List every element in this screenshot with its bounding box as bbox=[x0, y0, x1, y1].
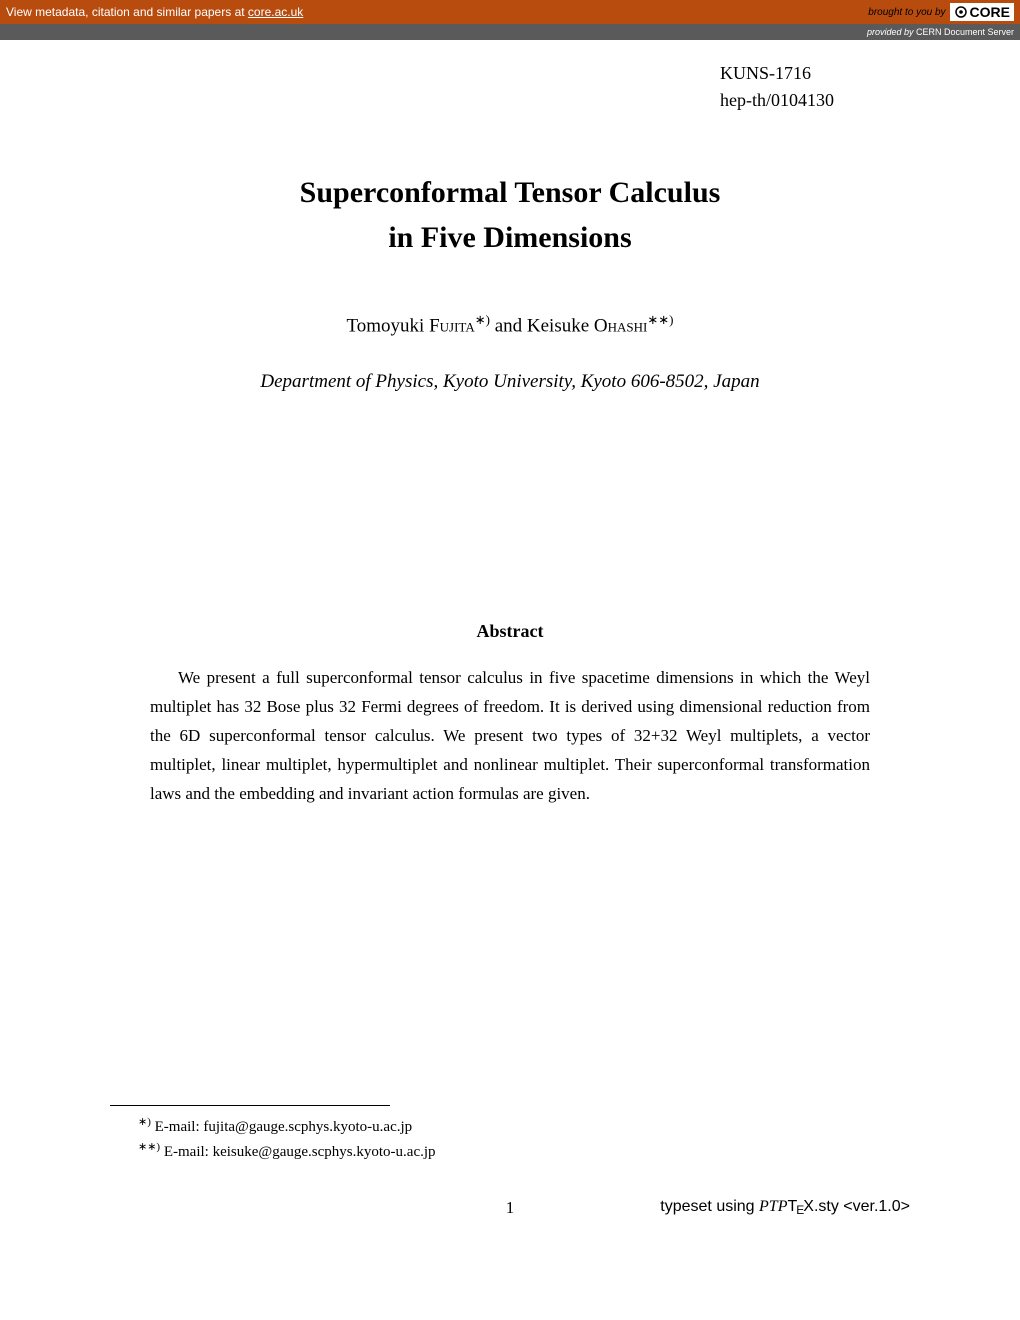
authors-separator: and bbox=[490, 315, 527, 336]
title-line-2: in Five Dimensions bbox=[110, 215, 910, 260]
author2-last: Ohashi bbox=[594, 315, 647, 336]
core-logo[interactable]: CORE bbox=[950, 3, 1014, 21]
footnote-2: ∗∗) E-mail: keisuke@gauge.scphys.kyoto-u… bbox=[110, 1139, 910, 1164]
author1-last: Fujita bbox=[429, 315, 475, 336]
typeset-prefix: typeset using bbox=[660, 1198, 759, 1215]
tex-x: X bbox=[803, 1198, 814, 1215]
sty-text: .sty <ver.1.0> bbox=[814, 1198, 910, 1215]
title-line-1: Superconformal Tensor Calculus bbox=[110, 170, 910, 215]
typeset-info: typeset using PTPTEX.sty <ver.1.0> bbox=[660, 1198, 910, 1217]
footnote-rule bbox=[110, 1105, 390, 1106]
title-block: Superconformal Tensor Calculus in Five D… bbox=[110, 170, 910, 260]
report-id-1: KUNS-1716 bbox=[720, 60, 910, 87]
affiliation: Department of Physics, Kyoto University,… bbox=[110, 371, 910, 393]
footnote1-marker: ∗) bbox=[138, 1116, 151, 1128]
ptp-text: PTP bbox=[759, 1198, 787, 1215]
abstract-body: We present a full superconformal tensor … bbox=[150, 664, 870, 808]
report-identifiers: KUNS-1716 hep-th/0104130 bbox=[720, 60, 910, 114]
author1-marker: ∗) bbox=[475, 312, 490, 327]
abstract-text: We present a full superconformal tensor … bbox=[150, 668, 870, 803]
brought-by-text: brought to you by bbox=[868, 7, 945, 18]
sub-banner: provided by CERN Document Server bbox=[0, 24, 1020, 40]
core-link[interactable]: core.ac.uk bbox=[248, 5, 303, 19]
page-content: KUNS-1716 hep-th/0104130 Superconformal … bbox=[0, 40, 1020, 1218]
author2-first: Keisuke bbox=[527, 315, 594, 336]
report-id-2: hep-th/0104130 bbox=[720, 87, 910, 114]
core-banner: View metadata, citation and similar pape… bbox=[0, 0, 1020, 24]
abstract-heading: Abstract bbox=[110, 621, 910, 642]
author2-marker: ∗∗) bbox=[647, 312, 673, 327]
sub-banner-text: provided by CERN Document Server bbox=[867, 27, 1014, 37]
core-logo-text: CORE bbox=[970, 4, 1010, 20]
footnotes: ∗) E-mail: fujita@gauge.scphys.kyoto-u.a… bbox=[110, 1114, 910, 1164]
footnote1-text: E-mail: fujita@gauge.scphys.kyoto-u.ac.j… bbox=[151, 1119, 412, 1135]
footnote-1: ∗) E-mail: fujita@gauge.scphys.kyoto-u.a… bbox=[110, 1114, 910, 1139]
banner-left[interactable]: View metadata, citation and similar pape… bbox=[6, 5, 303, 19]
banner-right: brought to you by CORE bbox=[868, 3, 1014, 21]
footnote2-marker: ∗∗) bbox=[138, 1141, 160, 1153]
provided-by-label: provided by bbox=[867, 27, 916, 37]
authors: Tomoyuki Fujita∗) and Keisuke Ohashi∗∗) bbox=[110, 312, 910, 337]
footnote2-text: E-mail: keisuke@gauge.scphys.kyoto-u.ac.… bbox=[160, 1144, 435, 1160]
core-icon bbox=[954, 5, 968, 19]
page-number: 1 bbox=[506, 1198, 515, 1218]
banner-left-text: View metadata, citation and similar pape… bbox=[6, 5, 248, 19]
page-footer: 1 typeset using PTPTEX.sty <ver.1.0> bbox=[110, 1198, 910, 1218]
provider-name: CERN Document Server bbox=[916, 27, 1014, 37]
author1-first: Tomoyuki bbox=[347, 315, 430, 336]
